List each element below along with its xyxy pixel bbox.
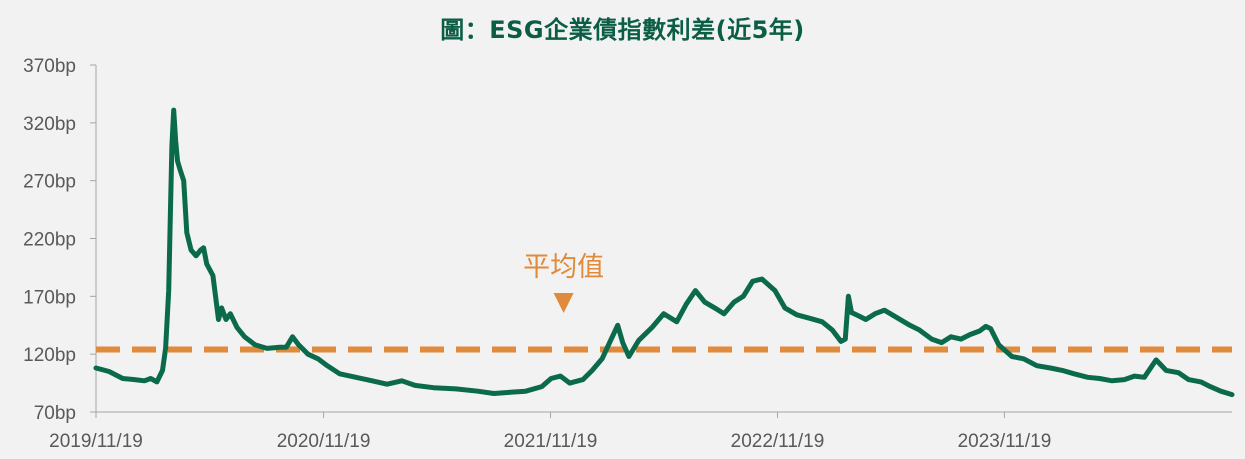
- y-tick-label: 120bp: [23, 345, 76, 366]
- x-tick-label: 2019/11/19: [49, 431, 143, 452]
- y-axis: 370bp 320bp 270bp 220bp 170bp 120bp 70bp: [23, 56, 97, 424]
- series-layer: [93, 107, 1235, 398]
- x-tick-label: 2022/11/19: [731, 431, 825, 452]
- x-tick-label: 2020/11/19: [277, 431, 371, 452]
- average-label: 平均值: [523, 252, 604, 283]
- chart-title: 圖：ESG企業債指數利差(近5年): [440, 16, 805, 44]
- average-marker-arrow: [553, 293, 574, 313]
- y-tick-label: 220bp: [23, 230, 76, 251]
- y-tick-label: 170bp: [23, 287, 76, 308]
- series-line: [93, 107, 1235, 398]
- y-tick-label: 320bp: [23, 114, 76, 135]
- x-tick-label: 2021/11/19: [504, 431, 598, 452]
- x-tick-label: 2023/11/19: [958, 431, 1052, 452]
- y-tick-label: 270bp: [23, 172, 76, 193]
- y-tick-label: 370bp: [23, 56, 76, 77]
- average-layer: 平均值: [96, 252, 1232, 353]
- x-axis: 2019/11/19 2020/11/19 2021/11/19 2022/11/19…: [49, 411, 1232, 452]
- y-tick-label: 70bp: [34, 403, 76, 424]
